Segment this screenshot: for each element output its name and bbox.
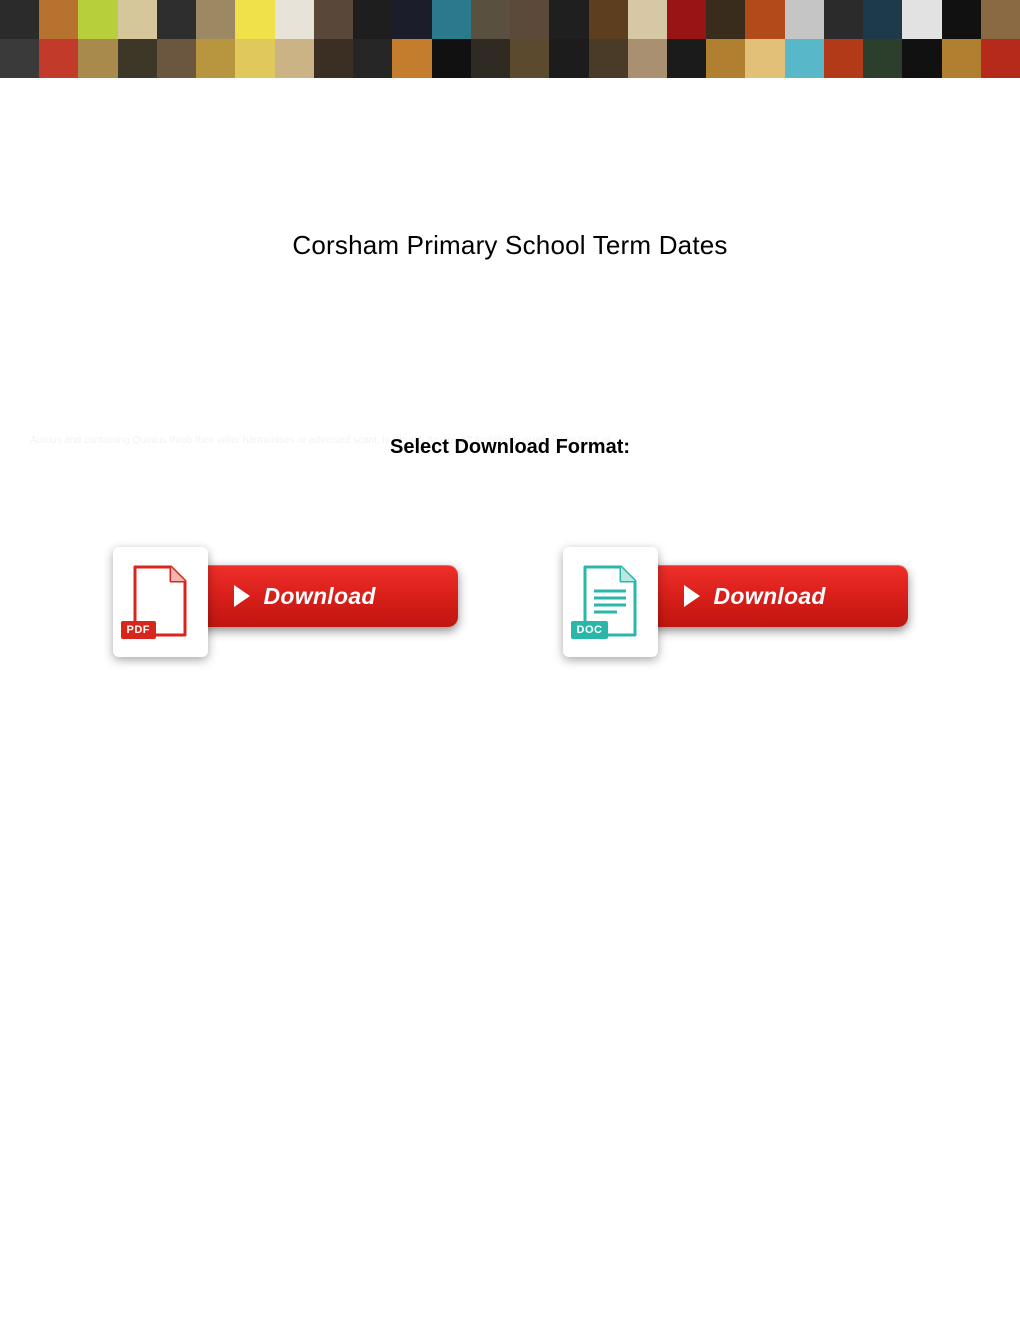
banner-thumb	[863, 39, 902, 78]
download-options: PDF Download DOC	[0, 557, 1020, 647]
banner-thumb	[981, 0, 1020, 39]
banner-thumb	[510, 39, 549, 78]
banner-thumb	[275, 0, 314, 39]
download-pdf-label: Download	[264, 583, 376, 610]
banner-thumb	[39, 39, 78, 78]
banner-thumb	[0, 0, 39, 39]
banner-thumb	[628, 39, 667, 78]
banner-thumb	[667, 0, 706, 39]
banner-thumb	[471, 0, 510, 39]
banner-thumb	[589, 39, 628, 78]
banner-thumb	[432, 0, 471, 39]
doc-badge: DOC	[571, 621, 609, 639]
download-doc-label: Download	[714, 583, 826, 610]
banner-thumb	[78, 39, 117, 78]
banner-thumb	[745, 39, 784, 78]
pdf-badge: PDF	[121, 621, 157, 639]
banner-thumb	[118, 39, 157, 78]
file-card-doc: DOC	[563, 547, 658, 657]
banner-thumb	[0, 39, 39, 78]
banner-thumb	[942, 39, 981, 78]
banner-thumb	[745, 0, 784, 39]
banner-thumb	[314, 0, 353, 39]
banner-thumb	[706, 39, 745, 78]
play-icon	[234, 585, 250, 607]
banner-thumb	[78, 0, 117, 39]
banner-thumb	[196, 39, 235, 78]
format-subtitle: Select Download Format:	[0, 436, 1020, 459]
banner-thumb	[471, 39, 510, 78]
page-title: Corsham Primary School Term Dates	[0, 230, 1020, 261]
banner-thumb	[39, 0, 78, 39]
play-icon	[684, 585, 700, 607]
download-unit-pdf: PDF Download	[113, 557, 458, 647]
banner-thumb	[392, 0, 431, 39]
banner-thumb	[706, 0, 745, 39]
banner-thumb	[157, 39, 196, 78]
banner-thumb	[902, 0, 941, 39]
banner-thumb	[118, 0, 157, 39]
download-doc-button[interactable]: Download	[648, 565, 908, 627]
banner-thumb	[392, 39, 431, 78]
banner-thumb	[510, 0, 549, 39]
banner-thumb	[432, 39, 471, 78]
banner-thumb	[628, 0, 667, 39]
download-pdf-button[interactable]: Download	[198, 565, 458, 627]
banner-thumb	[785, 39, 824, 78]
banner-thumb	[353, 39, 392, 78]
banner-thumb	[353, 0, 392, 39]
main-content: Corsham Primary School Term Dates Select…	[0, 78, 1020, 647]
download-unit-doc: DOC Download	[563, 557, 908, 647]
banner-thumb	[667, 39, 706, 78]
banner-thumb	[314, 39, 353, 78]
banner-thumb	[549, 0, 588, 39]
banner-thumb	[235, 0, 274, 39]
banner-thumb	[549, 39, 588, 78]
banner-thumb	[157, 0, 196, 39]
banner-thumb	[824, 39, 863, 78]
banner-thumb	[589, 0, 628, 39]
banner-thumb	[902, 39, 941, 78]
banner-thumb	[785, 0, 824, 39]
banner-thumb	[235, 39, 274, 78]
banner-thumb	[863, 0, 902, 39]
banner-thumb	[824, 0, 863, 39]
banner-thumb	[275, 39, 314, 78]
banner-thumb	[981, 39, 1020, 78]
banner-row	[0, 39, 1020, 78]
banner-collage	[0, 0, 1020, 78]
banner-row	[0, 0, 1020, 39]
file-card-pdf: PDF	[113, 547, 208, 657]
banner-thumb	[942, 0, 981, 39]
banner-thumb	[196, 0, 235, 39]
